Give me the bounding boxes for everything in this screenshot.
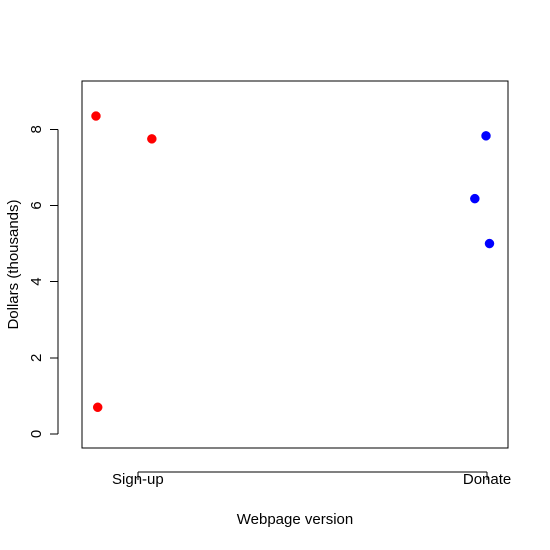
y-tick-label: 8: [28, 125, 45, 133]
x-axis: Sign-up Donate: [112, 471, 511, 488]
x-axis-label: Webpage version: [237, 511, 353, 528]
y-tick-label: 6: [28, 201, 45, 209]
y-axis-label: Dollars (thousands): [5, 199, 22, 329]
data-point: [92, 402, 103, 413]
data-point: [470, 193, 480, 204]
y-tick-label: 2: [28, 354, 45, 362]
plot-area-border: [81, 80, 509, 449]
data-point: [91, 111, 101, 121]
data-point: [481, 131, 491, 141]
y-tick-label: 0: [28, 430, 45, 438]
data-point: [147, 134, 157, 144]
y-axis: 0 2 4 6 8: [28, 125, 59, 438]
data-point: [484, 238, 495, 249]
y-tick-label: 4: [28, 277, 45, 285]
x-tick-label: Donate: [463, 471, 511, 488]
data-points: [91, 111, 495, 413]
x-tick-label: Sign-up: [112, 471, 164, 488]
